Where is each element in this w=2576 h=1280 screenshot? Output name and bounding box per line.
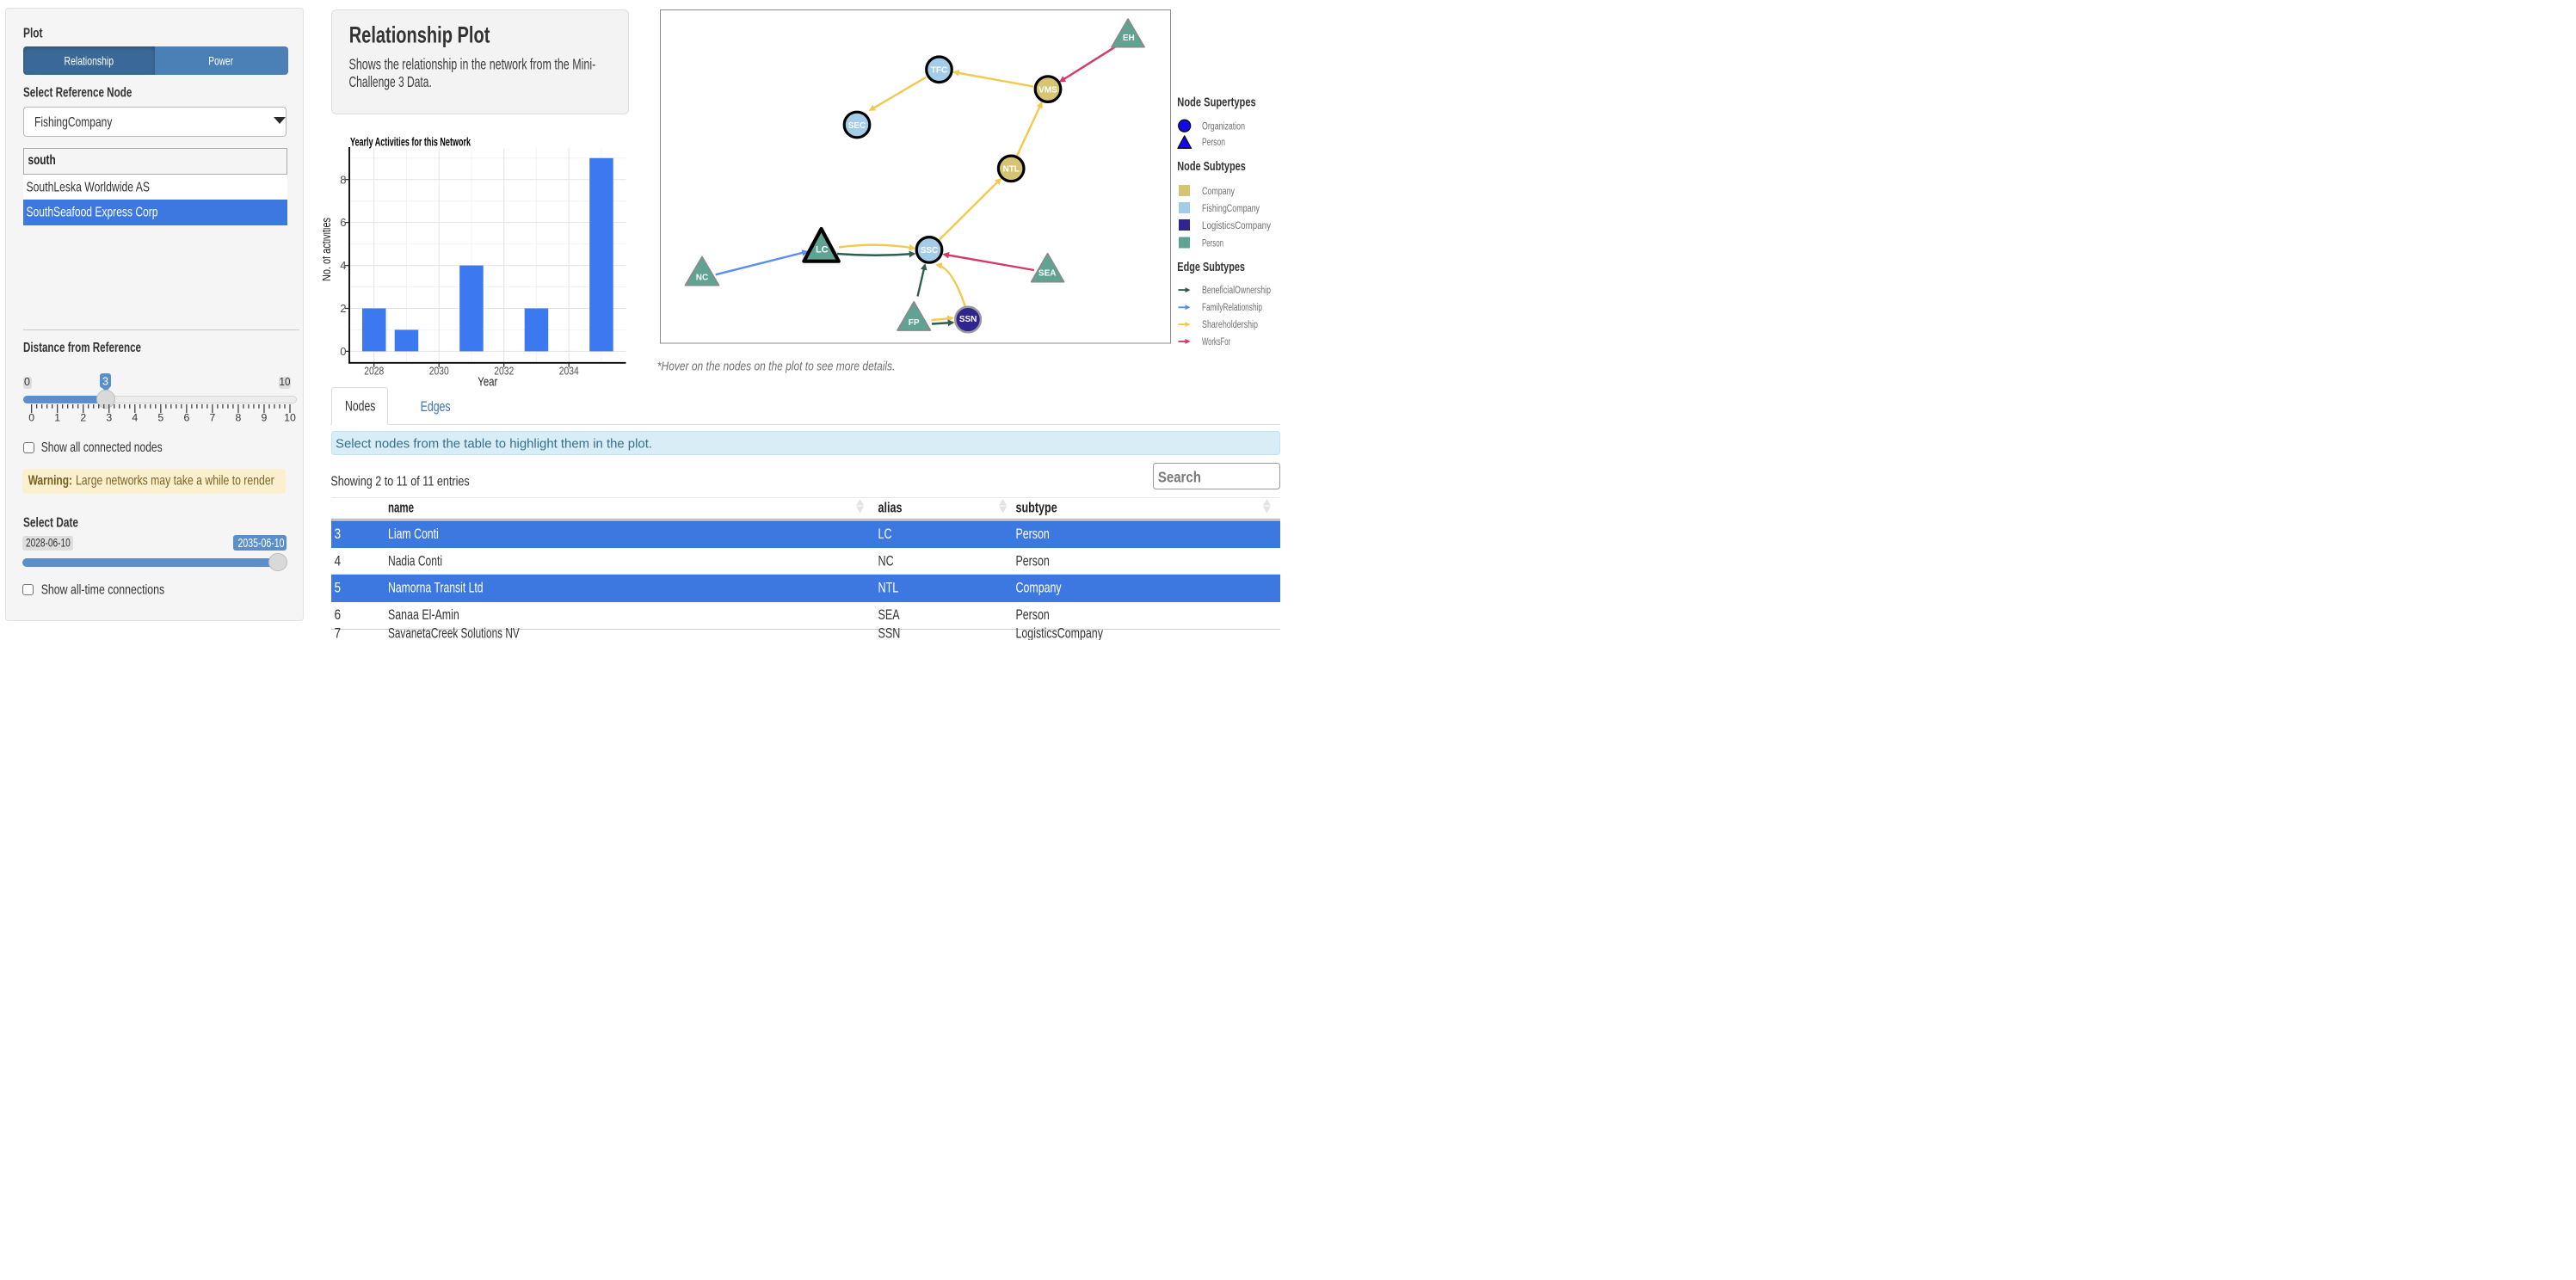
- svg-text:10: 10: [280, 376, 291, 388]
- svg-text:6: 6: [340, 216, 346, 229]
- svg-text:2030: 2030: [429, 365, 449, 378]
- svg-text:0: 0: [340, 345, 346, 358]
- svg-text:LogisticsCompany: LogisticsCompany: [1016, 625, 1104, 641]
- svg-text:1: 1: [54, 412, 60, 424]
- svg-text:5: 5: [335, 580, 342, 596]
- svg-text:10: 10: [284, 412, 296, 424]
- svg-text:Warning:: Warning:: [28, 474, 72, 489]
- svg-text:name: name: [388, 500, 414, 516]
- svg-text:Relationship: Relationship: [65, 54, 114, 68]
- svg-text:SSN: SSN: [959, 315, 977, 324]
- svg-text:Search: Search: [1158, 469, 1201, 486]
- svg-text:Person: Person: [1016, 526, 1050, 542]
- svg-text:2035-06-10: 2035-06-10: [238, 537, 285, 551]
- svg-text:2028-06-10: 2028-06-10: [26, 537, 71, 550]
- svg-text:south: south: [28, 153, 56, 168]
- svg-text:Edge Subtypes: Edge Subtypes: [1177, 260, 1245, 274]
- svg-text:8: 8: [340, 173, 346, 186]
- svg-text:FishingCompany: FishingCompany: [1202, 204, 1260, 214]
- svg-text:3: 3: [335, 526, 342, 542]
- svg-text:LC: LC: [816, 245, 829, 255]
- svg-text:NC: NC: [878, 553, 894, 569]
- svg-text:Sanaa El-Amin: Sanaa El-Amin: [388, 606, 459, 623]
- svg-text:Select nodes from the table to: Select nodes from the table to highlight…: [336, 437, 652, 452]
- svg-text:SSC: SSC: [921, 246, 939, 255]
- svg-text:Nodes: Nodes: [345, 398, 375, 415]
- svg-text:Namorna Transit Ltd: Namorna Transit Ltd: [388, 580, 484, 596]
- svg-text:Shareholdership: Shareholdership: [1202, 320, 1258, 330]
- svg-text:Challenge 3 Data.: Challenge 3 Data.: [349, 73, 432, 90]
- svg-text:Select Reference Node: Select Reference Node: [23, 86, 132, 101]
- svg-text:0: 0: [28, 412, 34, 424]
- svg-text:TFC: TFC: [931, 66, 947, 76]
- svg-text:SEA: SEA: [1038, 268, 1057, 278]
- svg-text:Person: Person: [1016, 553, 1050, 569]
- svg-text:Relationship Plot: Relationship Plot: [349, 22, 490, 48]
- svg-text:LC: LC: [878, 526, 892, 542]
- svg-text:Large networks may take a whil: Large networks may take a while to rende…: [76, 474, 274, 489]
- svg-text:Person: Person: [1202, 138, 1225, 148]
- svg-text:WorksFor: WorksFor: [1202, 337, 1230, 348]
- svg-text:Year: Year: [478, 376, 497, 390]
- svg-text:LogisticsCompany: LogisticsCompany: [1202, 221, 1271, 231]
- svg-text:Select Date: Select Date: [23, 516, 78, 531]
- svg-text:SEA: SEA: [878, 606, 901, 623]
- svg-text:Nadia Conti: Nadia Conti: [388, 553, 442, 569]
- svg-text:2: 2: [340, 302, 346, 315]
- svg-text:7: 7: [209, 412, 215, 424]
- svg-text:Node Supertypes: Node Supertypes: [1177, 95, 1255, 109]
- svg-text:Node Subtypes: Node Subtypes: [1177, 159, 1246, 174]
- svg-text:Power: Power: [208, 54, 233, 68]
- svg-text:8: 8: [236, 412, 242, 424]
- svg-text:Organization: Organization: [1202, 122, 1245, 132]
- svg-text:*Hover on the nodes on the plo: *Hover on the nodes on the plot to see m…: [657, 359, 896, 373]
- svg-text:Show all-time connections: Show all-time connections: [41, 583, 165, 598]
- svg-text:3: 3: [106, 412, 112, 424]
- svg-text:alias: alias: [878, 500, 903, 516]
- svg-text:4: 4: [132, 412, 138, 424]
- svg-text:Shows the relationship in the: Shows the relationship in the network fr…: [349, 55, 596, 72]
- svg-text:Distance from Reference: Distance from Reference: [23, 341, 141, 355]
- svg-text:SavanetaCreek Solutions NV: SavanetaCreek Solutions NV: [388, 625, 520, 641]
- svg-text:Plot: Plot: [23, 27, 43, 41]
- svg-text:BeneficialOwnership: BeneficialOwnership: [1202, 286, 1271, 296]
- svg-text:Person: Person: [1202, 238, 1223, 249]
- svg-text:FamilyRelationship: FamilyRelationship: [1202, 303, 1262, 313]
- svg-text:5: 5: [157, 412, 163, 424]
- svg-text:2032: 2032: [494, 365, 514, 378]
- svg-text:SouthSeafood Express Corp: SouthSeafood Express Corp: [27, 206, 158, 220]
- svg-text:6: 6: [183, 412, 189, 424]
- svg-text:SEC: SEC: [848, 121, 866, 131]
- svg-text:4: 4: [335, 553, 342, 569]
- svg-text:3: 3: [102, 375, 108, 388]
- svg-text:Liam Conti: Liam Conti: [388, 526, 439, 542]
- svg-text:2: 2: [80, 412, 86, 424]
- svg-text:FP: FP: [909, 318, 920, 328]
- svg-text:9: 9: [262, 412, 268, 424]
- svg-text:SSN: SSN: [878, 625, 901, 641]
- svg-text:SouthLeska Worldwide AS: SouthLeska Worldwide AS: [27, 181, 151, 195]
- svg-text:NTL: NTL: [1002, 165, 1019, 175]
- svg-text:EH: EH: [1123, 34, 1135, 43]
- svg-text:Company: Company: [1016, 580, 1062, 596]
- svg-text:Edges: Edges: [421, 398, 451, 415]
- svg-text:No. of activities: No. of activities: [323, 218, 334, 281]
- svg-text:7: 7: [335, 625, 342, 641]
- svg-text:2028: 2028: [364, 365, 384, 378]
- svg-text:Person: Person: [1016, 606, 1050, 623]
- svg-text:subtype: subtype: [1016, 500, 1057, 516]
- svg-text:NTL: NTL: [878, 580, 899, 596]
- svg-text:NC: NC: [696, 274, 708, 283]
- svg-text:FishingCompany: FishingCompany: [34, 115, 112, 130]
- svg-text:Show all connected nodes: Show all connected nodes: [41, 440, 163, 455]
- svg-text:4: 4: [340, 259, 346, 272]
- svg-text:Yearly Activities for this Net: Yearly Activities for this Network: [350, 135, 471, 149]
- svg-text:2034: 2034: [559, 365, 579, 378]
- svg-text:0: 0: [24, 376, 30, 388]
- svg-text:Showing 2 to 11 of 11 entries: Showing 2 to 11 of 11 entries: [330, 474, 469, 489]
- svg-text:6: 6: [335, 606, 342, 623]
- svg-text:Company: Company: [1202, 187, 1235, 197]
- svg-text:VMS: VMS: [1038, 85, 1057, 95]
